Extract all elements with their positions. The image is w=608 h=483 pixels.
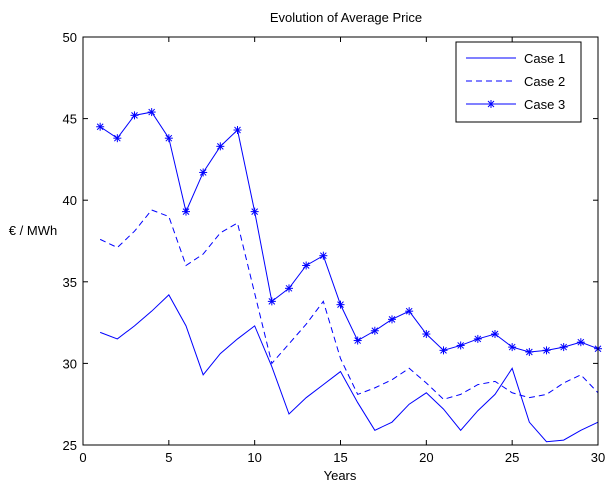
data-point-case-3 bbox=[199, 168, 208, 177]
data-point-case-3 bbox=[96, 122, 105, 131]
asterisk-stroke bbox=[285, 284, 293, 292]
data-point-case-3 bbox=[491, 330, 499, 339]
x-axis-title: Years bbox=[324, 468, 357, 483]
asterisk-stroke bbox=[319, 252, 327, 260]
asterisk-stroke bbox=[440, 346, 447, 354]
data-point-case-3 bbox=[147, 108, 156, 117]
asterisk-stroke bbox=[148, 108, 156, 116]
legend-label-case-3: Case 3 bbox=[524, 97, 565, 112]
asterisk-stroke bbox=[543, 346, 550, 354]
y-tick-label: 40 bbox=[63, 193, 77, 208]
x-tick-label: 20 bbox=[419, 450, 433, 465]
x-tick-label: 0 bbox=[79, 450, 86, 465]
x-tick-label: 15 bbox=[333, 450, 347, 465]
asterisk-stroke bbox=[405, 307, 413, 315]
asterisk-stroke bbox=[268, 298, 276, 305]
x-tick-label: 10 bbox=[247, 450, 261, 465]
asterisk-stroke bbox=[216, 142, 224, 150]
legend-label-case-1: Case 1 bbox=[524, 51, 565, 66]
data-point-case-3 bbox=[302, 261, 311, 270]
asterisk-stroke bbox=[182, 208, 190, 215]
data-point-case-3 bbox=[576, 338, 585, 347]
asterisk-stroke bbox=[422, 330, 430, 338]
asterisk-stroke bbox=[302, 262, 310, 269]
y-tick-label: 35 bbox=[63, 275, 77, 290]
data-point-case-3 bbox=[456, 341, 465, 350]
asterisk-stroke bbox=[491, 330, 499, 338]
data-point-case-3 bbox=[353, 336, 362, 345]
asterisk-stroke bbox=[560, 343, 568, 351]
asterisk-stroke bbox=[354, 337, 362, 344]
asterisk-stroke bbox=[199, 169, 207, 176]
asterisk-stroke bbox=[165, 134, 173, 142]
asterisk-stroke bbox=[96, 123, 104, 131]
asterisk-stroke bbox=[487, 100, 495, 108]
legend-label-case-2: Case 2 bbox=[524, 74, 565, 89]
data-point-case-3 bbox=[233, 126, 242, 135]
x-tick-label: 30 bbox=[591, 450, 605, 465]
asterisk-stroke bbox=[457, 342, 465, 349]
chart-title: Evolution of Average Price bbox=[270, 10, 422, 25]
data-point-case-3 bbox=[250, 207, 259, 216]
series-line-case-2 bbox=[99, 209, 599, 400]
data-point-case-3 bbox=[216, 142, 225, 151]
axes: 0 5 10 15 20 25 30 25 30 35 40 45 50 bbox=[63, 30, 606, 465]
asterisk-stroke bbox=[525, 348, 533, 356]
data-point-case-3 bbox=[473, 334, 482, 343]
data-point-case-3 bbox=[113, 134, 122, 143]
legend-box bbox=[455, 41, 582, 123]
data-point-case-3 bbox=[559, 343, 568, 352]
asterisk-stroke bbox=[131, 111, 138, 119]
series-line-case-3 bbox=[99, 111, 599, 353]
legend-marker-case-3 bbox=[487, 100, 495, 108]
asterisk-stroke bbox=[234, 126, 241, 134]
y-tick-label: 30 bbox=[63, 356, 77, 371]
x-tick-label: 25 bbox=[505, 450, 519, 465]
data-point-case-3 bbox=[182, 207, 190, 216]
data-point-case-3 bbox=[336, 300, 345, 309]
asterisk-stroke bbox=[251, 208, 259, 215]
y-axis-title: € / MWh bbox=[9, 223, 57, 238]
data-point-case-3 bbox=[422, 330, 431, 339]
data-point-case-3 bbox=[388, 315, 396, 324]
asterisk-stroke bbox=[508, 343, 516, 351]
data-point-case-3 bbox=[405, 307, 414, 316]
data-point-case-3 bbox=[130, 111, 139, 120]
plot-area bbox=[96, 108, 602, 443]
series-line-case-1 bbox=[99, 294, 599, 443]
asterisk-stroke bbox=[388, 315, 396, 323]
y-tick-label: 45 bbox=[63, 112, 77, 127]
y-tick-label: 25 bbox=[63, 438, 77, 453]
data-point-case-3 bbox=[370, 326, 379, 335]
x-tick-label: 5 bbox=[165, 450, 172, 465]
data-point-case-3 bbox=[267, 297, 276, 306]
asterisk-stroke bbox=[474, 335, 482, 343]
asterisk-stroke bbox=[337, 301, 344, 309]
data-point-case-3 bbox=[439, 346, 448, 355]
data-point-case-3 bbox=[319, 251, 328, 260]
data-point-case-3 bbox=[542, 346, 551, 355]
data-point-case-3 bbox=[164, 134, 173, 143]
asterisk-stroke bbox=[371, 327, 379, 335]
data-point-case-3 bbox=[525, 347, 534, 356]
data-point-case-3 bbox=[508, 343, 517, 352]
data-point-case-3 bbox=[285, 284, 293, 293]
legend: Case 1 Case 2 Case 3 bbox=[455, 41, 582, 123]
y-tick-label: 50 bbox=[63, 30, 77, 45]
asterisk-stroke bbox=[113, 134, 121, 142]
asterisk-stroke bbox=[577, 338, 585, 346]
